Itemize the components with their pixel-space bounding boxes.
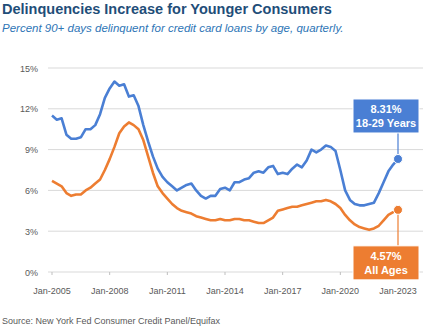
x-tick <box>340 272 341 275</box>
x-tick <box>52 272 53 275</box>
x-tick-label: Jan-2014 <box>206 286 244 296</box>
x-tick-label: Jan-2017 <box>264 286 302 296</box>
x-tick <box>109 272 110 275</box>
annotation-box <box>353 246 419 280</box>
grid-line <box>48 149 423 150</box>
series-name: 18-29 Years <box>356 117 416 129</box>
end-point <box>394 154 403 163</box>
annotation-value: 8.31% <box>370 103 401 115</box>
x-tick-label: Jan-2011 <box>149 286 186 296</box>
x-tick <box>282 272 283 275</box>
x-tick <box>167 272 168 275</box>
end-point <box>394 205 403 214</box>
x-tick-label: Jan-2023 <box>379 286 417 296</box>
grid-line <box>48 68 423 69</box>
annotation-value: 4.57% <box>370 250 401 262</box>
chart: Delinquencies Increase for Younger Consu… <box>0 0 427 330</box>
x-tick-label: Jan-2005 <box>33 286 71 296</box>
subtitle: Percent 90+ days delinquent for credit c… <box>2 22 343 34</box>
grid <box>48 68 423 272</box>
y-tick-label: 9% <box>25 145 38 155</box>
grid-line <box>48 231 423 232</box>
y-tick-label: 12% <box>20 104 38 114</box>
series-group <box>52 82 398 230</box>
y-tick-label: 3% <box>25 227 38 237</box>
x-tick-label: Jan-2020 <box>322 286 360 296</box>
grid-line <box>48 190 423 191</box>
y-tick-label: 0% <box>25 268 38 278</box>
annotation-box <box>353 99 419 133</box>
source: Source: New York Fed Consumer Credit Pan… <box>2 316 221 326</box>
x-tick-label: Jan-2008 <box>91 286 129 296</box>
x-tick <box>225 272 226 275</box>
series-line <box>52 82 398 206</box>
series-line <box>52 122 398 229</box>
y-tick-label: 15% <box>20 64 38 74</box>
series-name: All Ages <box>364 264 408 276</box>
y-tick-label: 6% <box>25 186 38 196</box>
title: Delinquencies Increase for Younger Consu… <box>2 1 332 17</box>
annotation-leader <box>397 210 398 246</box>
